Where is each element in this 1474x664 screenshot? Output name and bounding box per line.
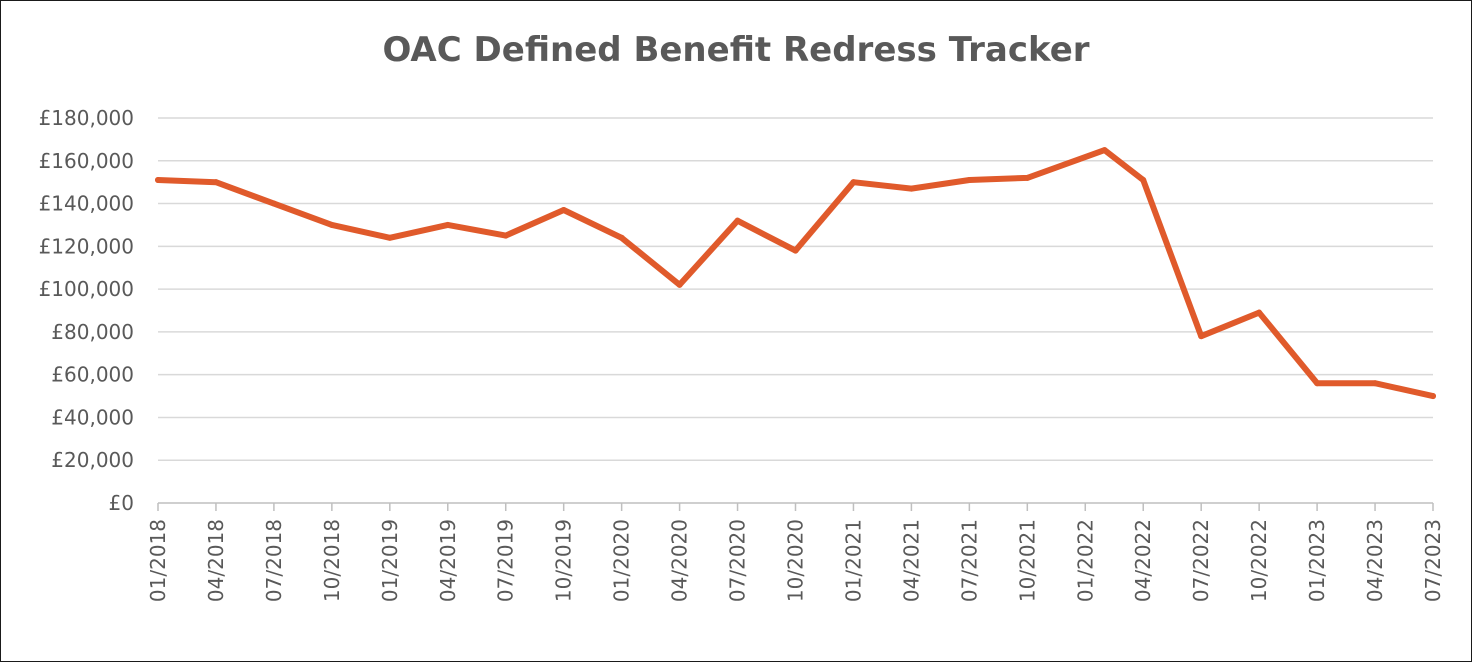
x-tick-label: 01/2022 (1073, 519, 1097, 602)
data-point (1256, 309, 1263, 316)
data-point (328, 221, 335, 228)
y-tick-label: £0 (109, 491, 134, 515)
data-point (444, 221, 451, 228)
x-tick-label: 01/2023 (1305, 519, 1329, 602)
data-point (676, 281, 683, 288)
data-point (966, 177, 973, 184)
x-tick-label: 10/2020 (784, 519, 808, 602)
data-point (270, 200, 277, 207)
x-axis-tick-labels: 01/2018 04/2018 07/2018 10/2018 01/2019 04/20… (146, 519, 1445, 602)
x-tick-label: 01/2018 (146, 519, 170, 602)
data-point (1372, 380, 1379, 387)
data-point (618, 234, 625, 241)
x-tick-label: 10/2019 (552, 519, 576, 602)
x-tick-label: 01/2019 (378, 519, 402, 602)
data-point (386, 234, 393, 241)
x-tick-label: 10/2018 (320, 519, 344, 602)
y-tick-label: £20,000 (51, 448, 134, 472)
x-tick-label: 10/2021 (1015, 519, 1039, 602)
data-point (1101, 147, 1108, 154)
y-tick-label: £180,000 (39, 106, 134, 130)
y-tick-label: £60,000 (51, 363, 134, 387)
y-axis-tick-labels: £0 £20,000 £40,000 £60,000 £80,000 £100,000 £1… (39, 106, 134, 515)
y-tick-label: £140,000 (39, 192, 134, 216)
gridlines (157, 117, 1434, 511)
x-tick-label: 07/2023 (1421, 519, 1445, 602)
x-tick-label: 04/2020 (668, 519, 692, 602)
x-tick-label: 07/2022 (1189, 519, 1213, 602)
y-tick-label: £100,000 (39, 277, 134, 301)
data-point (908, 185, 915, 192)
series-line (155, 147, 1436, 400)
y-tick-label: £40,000 (51, 405, 134, 429)
x-tick-label: 04/2019 (436, 519, 460, 602)
data-point (850, 179, 857, 186)
x-tick-label: 01/2020 (610, 519, 634, 602)
x-tick-label: 07/2018 (262, 519, 286, 602)
chart-title: OAC Defined Benefit Redress Tracker (382, 30, 1089, 70)
x-tick-label: 07/2020 (726, 519, 750, 602)
x-tick-label: 04/2018 (204, 519, 228, 602)
data-point (1024, 174, 1031, 181)
data-point (560, 206, 567, 213)
data-point (1198, 333, 1205, 340)
x-tick-label: 04/2022 (1131, 519, 1155, 602)
data-point (734, 217, 741, 224)
x-tick-label: 10/2022 (1247, 519, 1271, 602)
y-tick-label: £160,000 (39, 149, 134, 173)
data-point (792, 247, 799, 254)
y-tick-label: £80,000 (51, 320, 134, 344)
x-tick-label: 04/2021 (899, 519, 923, 602)
y-tick-label: £120,000 (39, 234, 134, 258)
data-point (1314, 380, 1321, 387)
data-point (502, 232, 509, 239)
x-tick-label: 04/2023 (1363, 519, 1387, 602)
data-point (1140, 177, 1147, 184)
data-point (212, 179, 219, 186)
x-tick-label: 07/2021 (957, 519, 981, 602)
data-point (155, 177, 161, 184)
x-tick-label: 01/2021 (841, 519, 865, 602)
data-point (1430, 393, 1436, 400)
x-tick-label: 07/2019 (494, 519, 518, 602)
series-layer (155, 147, 1436, 400)
